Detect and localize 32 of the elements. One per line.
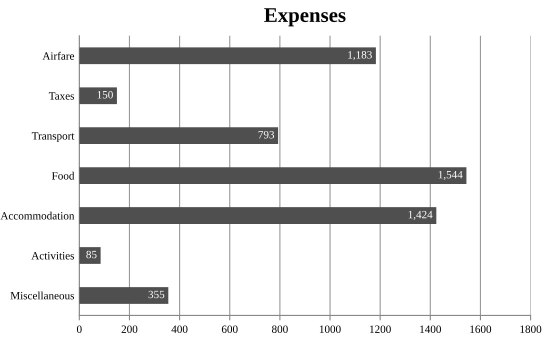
bar: [79, 47, 376, 64]
x-tick-label: 600: [222, 325, 238, 333]
data-label: 793: [258, 130, 274, 138]
x-tick-label: 1000: [320, 325, 341, 333]
data-label: 150: [98, 91, 113, 99]
x-tick-label: 1600: [470, 325, 492, 333]
x-tick-label: 1800: [520, 325, 542, 333]
y-tick-label: Miscellaneous: [10, 292, 74, 300]
data-label: 85: [86, 250, 97, 258]
x-tick-label: 0: [76, 325, 82, 333]
bar: [79, 287, 168, 304]
bar: [79, 127, 278, 144]
bar: [79, 207, 436, 224]
data-label: 1,544: [438, 170, 463, 180]
x-tick-label: 1400: [420, 325, 441, 333]
chart-title: Expenses: [264, 8, 346, 26]
x-tick-label: 1200: [370, 325, 391, 333]
x-tick-label: 200: [122, 325, 138, 333]
data-label: 1,183: [348, 51, 372, 60]
data-label: 1,424: [408, 210, 433, 220]
bar: [79, 247, 101, 264]
data-label: 355: [148, 290, 164, 298]
x-tick-label: 400: [171, 325, 188, 333]
y-tick-label: Activities: [31, 252, 74, 260]
x-tick-label: 800: [272, 325, 288, 333]
y-tick-label: Accommodation: [0, 212, 74, 220]
y-tick-label: Food: [52, 172, 74, 180]
bar: [79, 87, 117, 104]
y-tick-label: Airfare: [42, 52, 74, 60]
y-tick-label: Taxes: [48, 92, 74, 100]
y-tick-label: Transport: [32, 132, 74, 142]
bar: [79, 167, 466, 184]
